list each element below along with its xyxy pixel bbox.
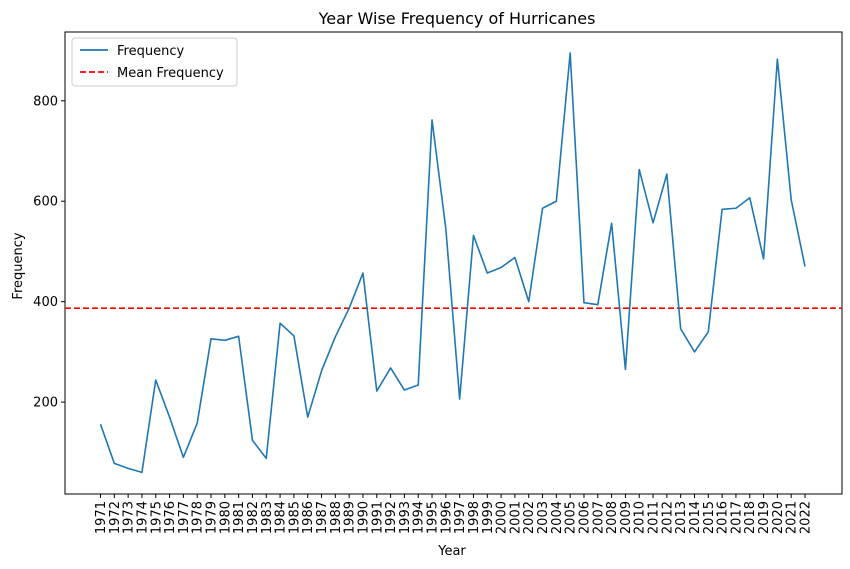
y-tick-label: 800: [33, 94, 58, 109]
y-tick-label: 600: [33, 195, 58, 210]
x-tick-label: 1992: [384, 501, 399, 534]
x-tick-label: 2014: [688, 501, 703, 534]
x-tick-label: 1990: [356, 501, 371, 534]
x-tick-label: 1991: [370, 501, 385, 534]
x-tick-label: 1974: [135, 501, 150, 534]
x-tick-label: 1973: [122, 501, 137, 534]
chart-title: Year Wise Frequency of Hurricanes: [318, 9, 596, 28]
x-tick-label: 1985: [287, 501, 302, 534]
x-tick-label: 2020: [771, 501, 786, 534]
y-tick-label: 400: [33, 295, 58, 310]
x-tick-label: 2018: [743, 501, 758, 534]
x-tick-label: 2001: [508, 501, 523, 534]
x-tick-label: 2017: [729, 501, 744, 534]
x-tick-label: 1999: [481, 501, 496, 534]
x-tick-label: 1971: [94, 501, 109, 534]
x-axis-title: Year: [437, 544, 466, 559]
legend: Frequency Mean Frequency: [71, 37, 238, 87]
x-tick-label: 2006: [577, 501, 592, 534]
x-tick-label: 1972: [108, 501, 123, 534]
x-tick-label: 2008: [605, 501, 620, 534]
series-group: [99, 52, 806, 474]
x-tick-label: 2012: [660, 501, 675, 534]
x-tick-label: 2002: [522, 501, 537, 534]
x-tick-label: 2011: [647, 501, 662, 534]
x-tick-label: 1988: [329, 501, 344, 534]
x-ticks: 1971197219731974197519761977197819791980…: [94, 494, 814, 534]
x-tick-label: 1975: [149, 501, 164, 534]
x-tick-label: 1995: [426, 501, 441, 534]
x-tick-label: 1993: [398, 501, 413, 534]
x-tick-label: 2003: [536, 501, 551, 534]
x-tick-label: 2007: [591, 501, 606, 534]
x-tick-label: 2000: [495, 501, 510, 534]
x-tick-label: 2015: [702, 501, 717, 534]
x-tick-label: 1987: [315, 501, 330, 534]
y-axis-title: Frequency: [11, 232, 26, 299]
x-tick-label: 1996: [439, 501, 454, 534]
x-tick-label: 1984: [274, 501, 289, 534]
x-tick-label: 2021: [785, 501, 800, 534]
y-tick-label: 200: [33, 396, 58, 411]
x-tick-label: 2005: [564, 501, 579, 534]
plot-frame: [64, 31, 843, 495]
axes: [64, 31, 843, 495]
x-tick-label: 1979: [205, 501, 220, 534]
x-tick-label: 1981: [232, 501, 247, 534]
x-tick-label: 2022: [799, 501, 814, 534]
x-tick-label: 2013: [674, 501, 689, 534]
series-line-frequency: [99, 52, 806, 474]
x-tick-label: 2009: [619, 501, 634, 534]
y-ticks: 200 400 600 800: [33, 94, 65, 411]
x-tick-label: 1976: [163, 501, 178, 534]
x-tick-label: 2016: [716, 501, 731, 534]
x-tick-label: 1998: [467, 501, 482, 534]
x-tick-label: 1983: [260, 501, 275, 534]
legend-label-mean: Mean Frequency: [117, 66, 224, 81]
x-tick-label: 1989: [343, 501, 358, 534]
x-tick-label: 1980: [218, 501, 233, 534]
x-tick-label: 1994: [412, 501, 427, 534]
x-tick-label: 2004: [550, 501, 565, 534]
legend-label-frequency: Frequency: [117, 44, 184, 59]
x-tick-label: 1997: [453, 501, 468, 534]
x-tick-label: 1978: [191, 501, 206, 534]
x-tick-label: 1977: [177, 501, 192, 534]
x-tick-label: 2010: [633, 501, 648, 534]
x-tick-label: 2019: [757, 501, 772, 534]
legend-box: [71, 37, 238, 87]
x-tick-label: 1982: [246, 501, 261, 534]
x-tick-label: 1986: [301, 501, 316, 534]
